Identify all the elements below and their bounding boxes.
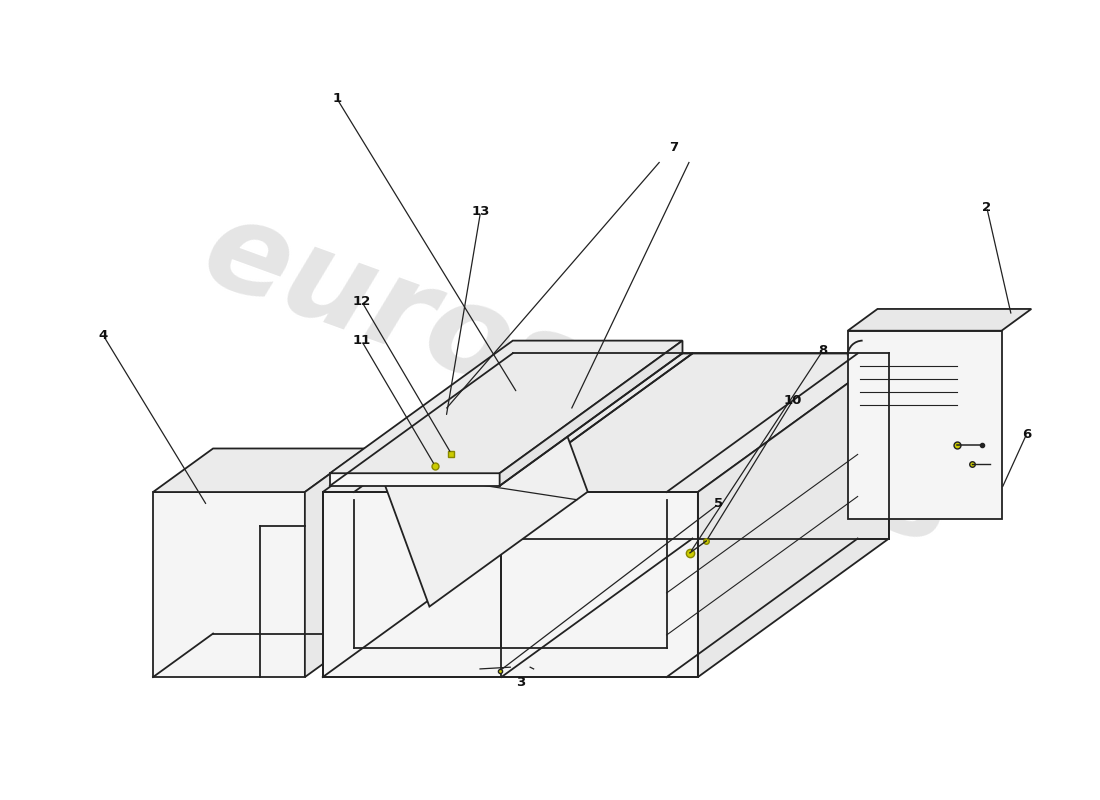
Polygon shape (153, 449, 365, 492)
Polygon shape (385, 370, 587, 606)
Text: 2: 2 (982, 201, 991, 214)
Polygon shape (848, 330, 1002, 518)
Polygon shape (330, 474, 499, 486)
Polygon shape (305, 449, 365, 677)
Text: 4: 4 (99, 329, 108, 342)
Polygon shape (330, 341, 682, 474)
Polygon shape (322, 354, 889, 492)
Text: a passion for parts since 1985: a passion for parts since 1985 (448, 426, 791, 571)
Text: 10: 10 (784, 394, 802, 406)
Text: 7: 7 (670, 141, 679, 154)
Text: 8: 8 (818, 344, 827, 357)
Polygon shape (153, 492, 305, 677)
Text: 3: 3 (516, 675, 525, 689)
Polygon shape (499, 341, 682, 486)
Text: 6: 6 (1022, 428, 1031, 441)
Text: 12: 12 (352, 294, 371, 307)
Text: 13: 13 (471, 206, 490, 218)
Polygon shape (697, 354, 889, 677)
Polygon shape (322, 492, 697, 677)
Polygon shape (848, 309, 1032, 330)
Text: eurospares: eurospares (188, 188, 971, 572)
Text: 11: 11 (352, 334, 371, 347)
Text: 5: 5 (714, 498, 724, 510)
Text: 1: 1 (332, 92, 341, 105)
